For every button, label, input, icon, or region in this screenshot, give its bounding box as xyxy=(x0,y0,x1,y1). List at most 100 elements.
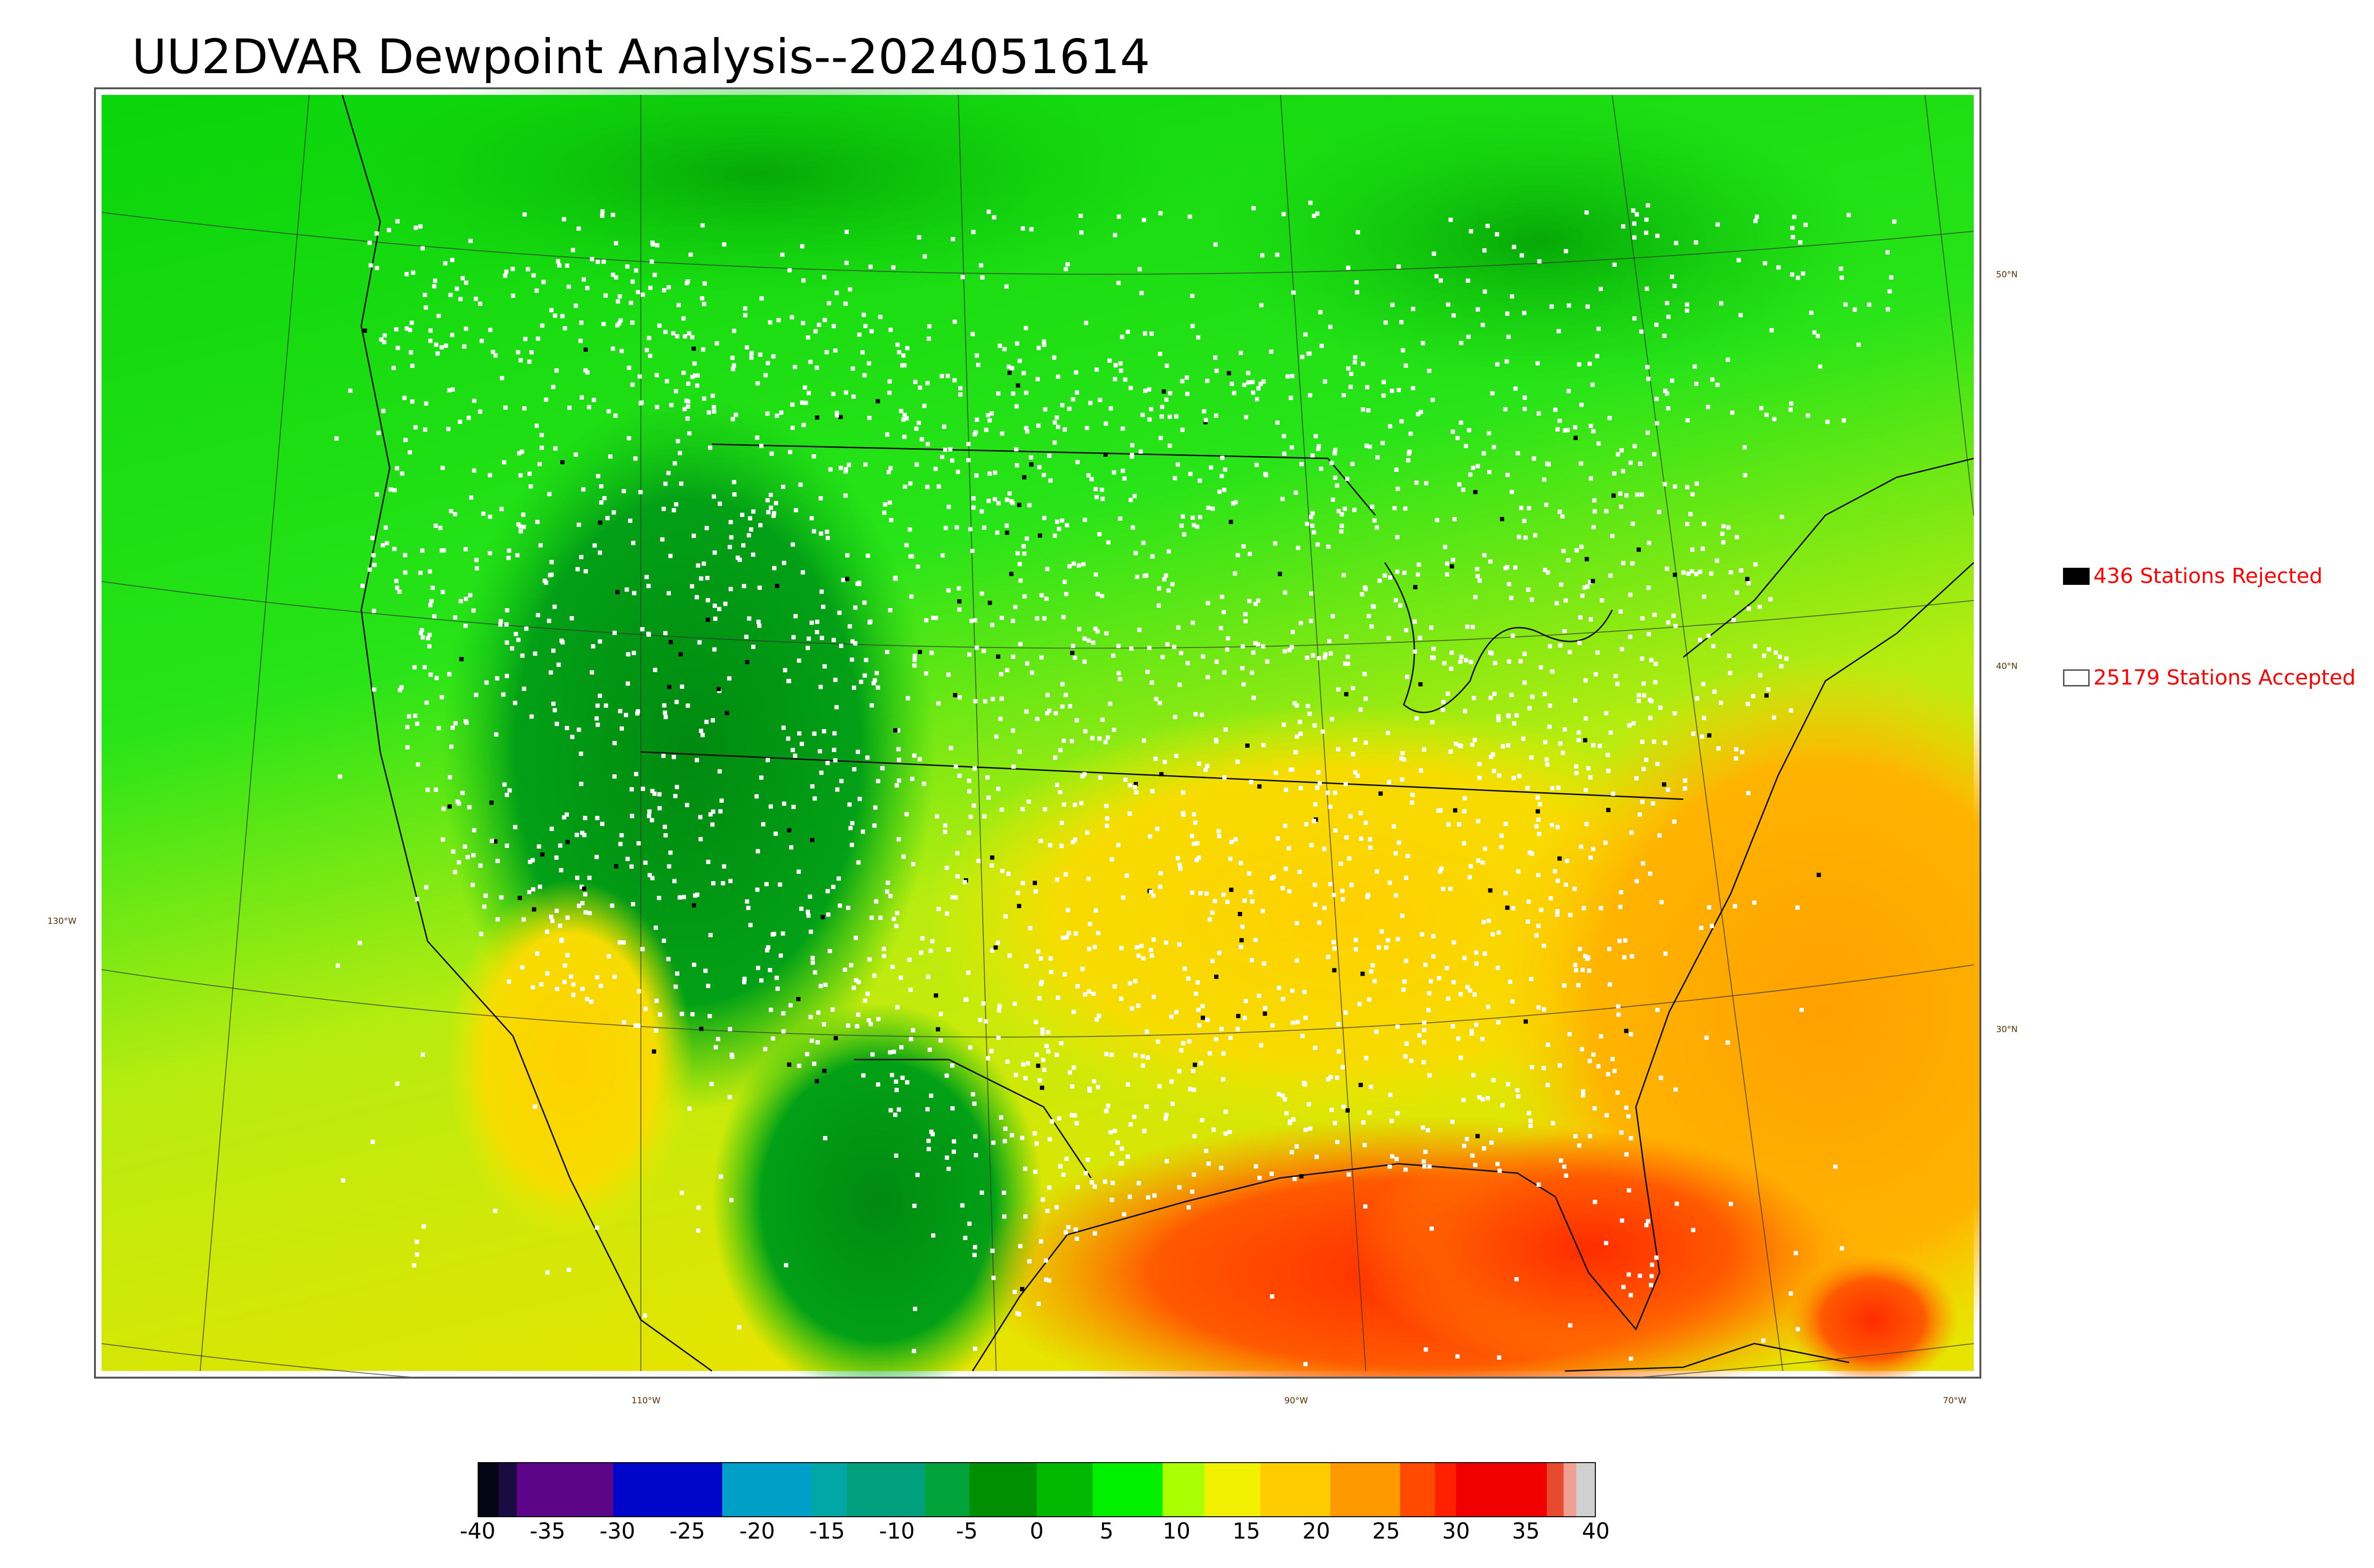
station-marker xyxy=(853,936,858,940)
station-marker xyxy=(562,980,567,985)
station-marker xyxy=(469,495,473,500)
station-marker xyxy=(929,1093,933,1098)
station-marker xyxy=(583,910,588,915)
station-marker xyxy=(944,865,949,870)
station-marker xyxy=(1534,824,1539,829)
station-marker xyxy=(1588,423,1593,428)
station-marker xyxy=(1657,509,1661,514)
station-marker xyxy=(808,1014,813,1019)
station-marker xyxy=(666,470,671,475)
station-marker xyxy=(1396,388,1401,393)
station-marker xyxy=(950,458,954,463)
station-marker xyxy=(1112,377,1117,382)
station-marker xyxy=(876,399,880,404)
station-marker xyxy=(810,956,815,960)
station-marker xyxy=(1011,764,1016,769)
station-marker xyxy=(381,409,386,413)
station-marker xyxy=(1290,1150,1294,1155)
station-marker xyxy=(641,787,645,791)
station-marker xyxy=(692,903,697,908)
station-marker xyxy=(1330,717,1335,722)
station-marker xyxy=(399,685,404,690)
station-marker xyxy=(1238,861,1243,865)
station-marker xyxy=(1049,970,1054,975)
station-marker xyxy=(1387,881,1392,885)
station-marker xyxy=(1173,714,1178,719)
station-marker xyxy=(1584,210,1589,215)
station-marker xyxy=(1480,1097,1485,1102)
station-marker xyxy=(363,329,367,333)
station-marker xyxy=(1223,1109,1228,1114)
station-marker xyxy=(697,640,702,645)
station-marker xyxy=(1621,224,1626,229)
station-marker xyxy=(1429,625,1433,630)
station-marker xyxy=(379,337,384,342)
station-marker xyxy=(493,839,498,844)
station-marker xyxy=(527,359,532,364)
station-marker xyxy=(1206,1161,1211,1166)
station-marker xyxy=(1142,1128,1147,1133)
station-marker xyxy=(394,327,399,332)
station-marker xyxy=(1038,839,1043,844)
station-marker xyxy=(457,860,462,864)
station-marker xyxy=(862,673,867,678)
station-marker xyxy=(1353,770,1357,775)
station-marker xyxy=(563,326,567,331)
station-marker xyxy=(1640,656,1645,661)
station-marker xyxy=(815,1040,820,1045)
station-marker xyxy=(1080,967,1085,971)
station-marker xyxy=(1335,483,1339,488)
station-marker xyxy=(1264,473,1269,478)
station-marker xyxy=(1361,362,1366,366)
station-marker xyxy=(888,1050,893,1055)
station-marker xyxy=(1450,564,1454,569)
station-marker xyxy=(854,978,858,983)
station-marker xyxy=(723,601,728,606)
station-marker xyxy=(972,1101,977,1106)
station-marker xyxy=(923,254,927,259)
station-marker xyxy=(946,505,951,509)
station-marker xyxy=(688,252,693,257)
station-marker xyxy=(1356,773,1360,778)
station-marker xyxy=(872,823,877,828)
station-marker xyxy=(565,726,569,731)
station-marker xyxy=(1270,876,1274,881)
station-marker xyxy=(1496,966,1500,970)
station-marker xyxy=(1566,303,1571,308)
station-marker xyxy=(1291,1117,1296,1122)
station-marker xyxy=(786,736,791,741)
station-marker xyxy=(712,494,716,499)
station-marker xyxy=(1079,230,1084,235)
station-marker xyxy=(880,766,885,770)
station-marker xyxy=(507,788,512,793)
station-marker xyxy=(1469,659,1473,664)
station-marker xyxy=(671,755,676,760)
station-marker xyxy=(458,297,463,301)
station-marker xyxy=(711,809,716,814)
station-marker xyxy=(587,911,592,915)
station-marker xyxy=(1784,657,1789,661)
station-marker xyxy=(1325,790,1330,795)
station-marker xyxy=(1062,802,1066,807)
station-marker xyxy=(984,428,989,432)
station-marker xyxy=(696,1205,701,1210)
station-marker xyxy=(484,680,489,685)
station-marker xyxy=(1217,489,1222,494)
station-marker xyxy=(1083,517,1087,522)
station-marker xyxy=(704,720,709,724)
station-marker xyxy=(1653,662,1658,667)
station-marker xyxy=(1574,548,1579,553)
station-marker xyxy=(1149,407,1154,412)
station-marker xyxy=(1645,365,1650,369)
station-marker xyxy=(1300,355,1305,359)
station-marker xyxy=(479,931,483,936)
station-marker xyxy=(869,703,874,708)
colorbar-band xyxy=(970,1462,1037,1517)
station-marker xyxy=(1064,693,1068,697)
station-marker xyxy=(1746,606,1751,611)
station-marker xyxy=(1754,214,1759,219)
station-marker xyxy=(1010,366,1015,370)
station-marker xyxy=(1280,497,1285,501)
station-marker xyxy=(545,971,550,976)
station-marker xyxy=(1158,211,1163,216)
